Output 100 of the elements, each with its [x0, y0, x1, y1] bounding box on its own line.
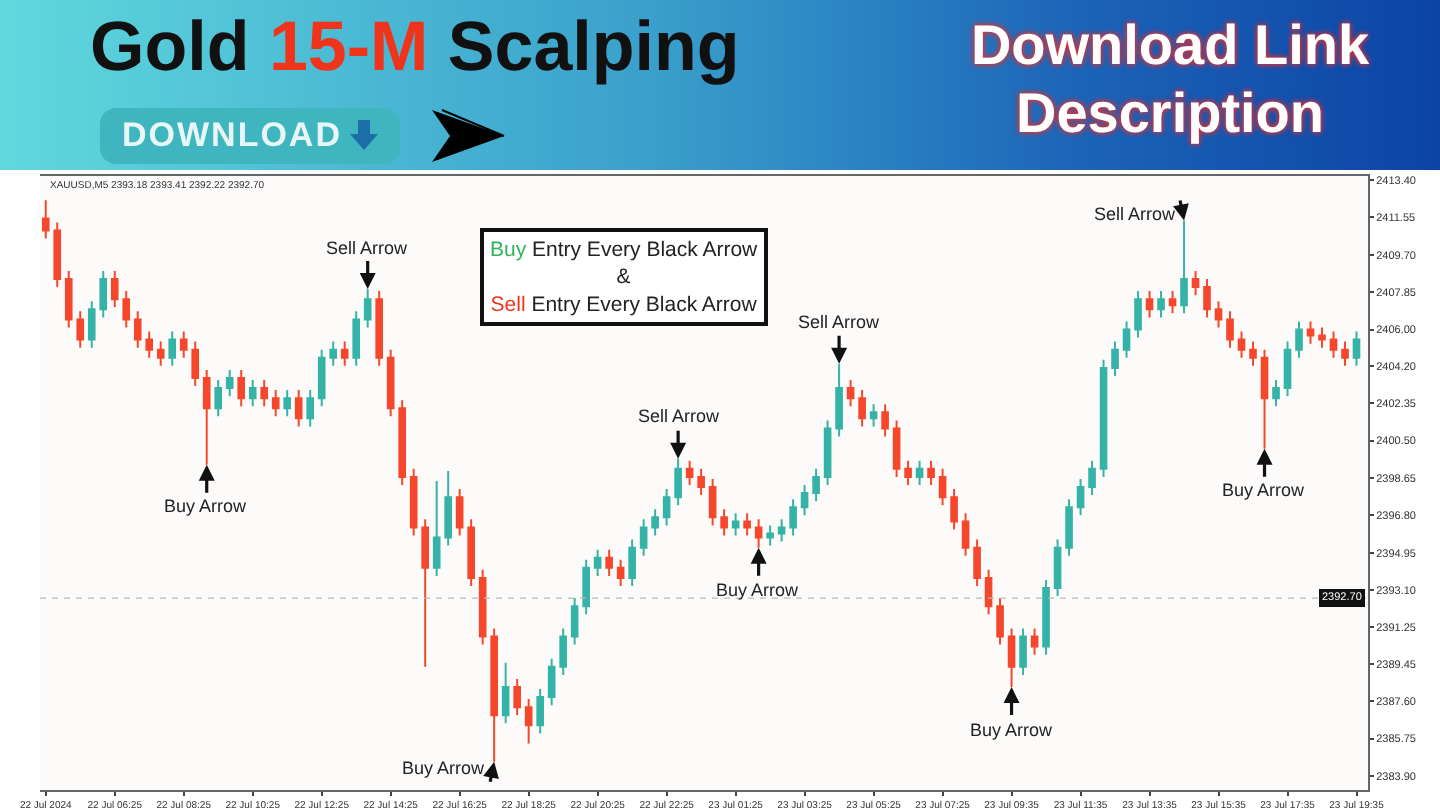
candlestick — [559, 627, 567, 676]
candlestick — [225, 368, 234, 398]
candlestick — [858, 389, 866, 428]
candlestick — [283, 389, 292, 418]
candlestick — [1168, 290, 1177, 315]
candlestick — [1295, 320, 1303, 359]
candlestick — [651, 508, 659, 537]
candlestick — [927, 459, 935, 487]
annotation: Sell Arrow — [1094, 204, 1177, 224]
candlestick — [1306, 320, 1315, 345]
candlestick — [961, 512, 970, 557]
candlestick — [306, 389, 315, 428]
candlestick — [1249, 340, 1257, 367]
candlestick — [1111, 340, 1119, 377]
candlestick — [892, 419, 901, 478]
candlestick — [881, 403, 889, 438]
candlestick — [938, 467, 947, 507]
annotation: Sell Entry Every Black Arrow — [490, 292, 758, 317]
candlestick — [662, 488, 671, 527]
candlestick — [708, 477, 717, 527]
candlestick — [237, 368, 246, 408]
annotation: Buy Arrow — [164, 496, 248, 516]
text: DOWNLOAD — [122, 116, 342, 156]
candlestick — [455, 488, 464, 537]
candlestick — [1053, 538, 1062, 598]
candlestick — [1318, 326, 1326, 349]
candlestick — [766, 524, 774, 547]
candlestick — [904, 459, 912, 487]
candlestick — [1065, 498, 1073, 557]
candlestick — [214, 379, 223, 418]
candlestick — [156, 340, 165, 367]
candlestick — [697, 467, 705, 497]
candlestick — [616, 558, 625, 587]
candlestick — [1134, 290, 1142, 339]
candlestick — [1341, 340, 1349, 367]
candlestick — [777, 518, 786, 543]
candlestick — [513, 677, 521, 717]
candlestick — [570, 597, 579, 646]
candlestick — [1283, 340, 1292, 398]
candlestick — [536, 688, 544, 735]
annotation: Buy Arrow — [970, 720, 1054, 740]
candlestick — [800, 484, 809, 517]
candlestick — [478, 568, 487, 646]
candlestick — [984, 568, 993, 616]
candlestick — [973, 538, 981, 587]
candlestick — [731, 512, 740, 537]
candlestick — [996, 597, 1004, 646]
candlestick — [915, 459, 924, 487]
candlestick — [248, 379, 257, 408]
candlestick — [593, 548, 602, 577]
candlestick — [1329, 330, 1338, 359]
candlestick — [1088, 459, 1096, 497]
candlestick — [685, 459, 694, 487]
annotation: Buy Arrow — [402, 758, 486, 778]
candlestick — [1099, 358, 1108, 478]
candlestick — [260, 379, 269, 408]
candlestick — [1237, 330, 1246, 359]
candlestick — [340, 340, 349, 367]
candlestick — [823, 419, 832, 487]
candlestick — [1019, 627, 1027, 676]
chart-subtitle: Download Link Description — [968, 12, 1372, 148]
annotation: & — [616, 265, 631, 290]
annotation: Sell Arrow — [798, 312, 881, 332]
candlestick — [628, 538, 636, 587]
candlestick — [294, 389, 303, 428]
candlestick — [1007, 627, 1016, 688]
annotation: Sell Arrow — [638, 406, 721, 426]
candlestick — [1145, 290, 1154, 319]
candlestick — [950, 488, 958, 531]
candlestick — [846, 379, 855, 408]
annotation: Buy Arrow — [1222, 480, 1306, 500]
candlestick — [1352, 330, 1361, 367]
candlestick — [1076, 477, 1085, 517]
candlestick — [467, 518, 475, 587]
candlestick — [605, 548, 613, 577]
candlestick — [1272, 379, 1280, 408]
candlestick — [743, 512, 751, 537]
annotation: Sell Arrow — [326, 238, 409, 258]
candlestick — [789, 498, 797, 537]
candlestick — [168, 330, 177, 367]
candlestick — [352, 310, 360, 367]
chart-title: Gold 15-M Scalping — [90, 8, 740, 88]
candlestick — [547, 657, 556, 707]
candlestick — [271, 389, 280, 418]
candlestick — [639, 518, 648, 557]
candlestick — [1042, 578, 1050, 656]
candlestick — [1122, 320, 1131, 359]
candlestick — [1191, 269, 1200, 297]
candlestick — [1030, 627, 1039, 656]
candlestick — [1226, 310, 1234, 349]
candlestick — [1214, 300, 1223, 329]
annotation: Buy Entry Every Black Arrow — [490, 238, 759, 262]
annotation: Buy Arrow — [716, 580, 800, 600]
candlestick — [1203, 278, 1211, 319]
candlestick — [869, 403, 878, 428]
candlestick — [1157, 290, 1165, 319]
candlestick — [524, 698, 533, 745]
candlestick — [720, 508, 728, 537]
candlestick — [375, 290, 383, 367]
candlestick — [582, 558, 590, 616]
